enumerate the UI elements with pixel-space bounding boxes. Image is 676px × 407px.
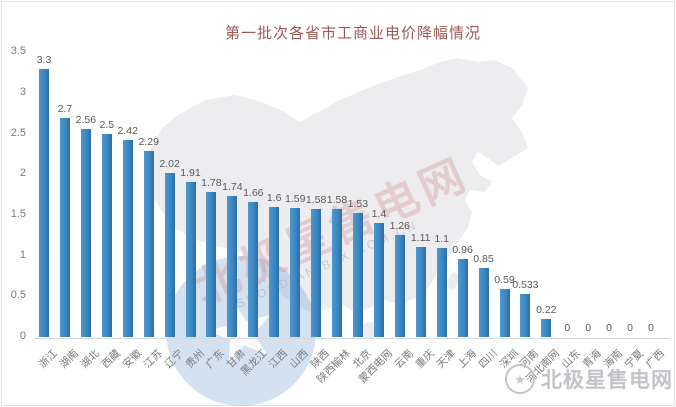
- bar: [101, 133, 112, 338]
- y-axis-label: 1.5: [10, 208, 26, 221]
- bar-value-label: 0.59: [494, 274, 515, 286]
- bar: [206, 192, 217, 337]
- bar: [520, 293, 531, 337]
- bar-value-label: 0.96: [452, 244, 473, 256]
- bar: [248, 202, 259, 337]
- bar-value-label: 1.11: [410, 231, 431, 244]
- bar: [227, 195, 238, 337]
- brand-logo-text: 北极星售电网: [541, 369, 673, 392]
- bar: [290, 207, 301, 337]
- y-axis-label: 3.5: [10, 45, 26, 58]
- bar-value-label: 0: [606, 322, 613, 334]
- bar: [541, 319, 552, 337]
- y-axis-label: 0.5: [10, 289, 26, 302]
- x-axis-label: 四川: [476, 347, 500, 371]
- brand-logo-circle-icon: ★: [505, 364, 535, 394]
- bar-value-label: 1.58: [326, 193, 348, 206]
- bar: [394, 234, 405, 337]
- bar-value-label: 2.29: [138, 135, 159, 148]
- bar: [436, 247, 447, 337]
- bar-value-label: 1.78: [201, 177, 222, 190]
- bar-value-label: 0.85: [473, 252, 494, 265]
- bar-value-label: 0: [564, 322, 571, 334]
- bar: [332, 208, 342, 337]
- bar-value-label: 2.02: [159, 157, 180, 170]
- bar-value-label: 2.5: [99, 118, 115, 131]
- y-axis-label: 2: [19, 167, 26, 180]
- bar: [415, 246, 426, 337]
- bar-value-label: 1.26: [389, 219, 411, 232]
- bar-value-label: 1.53: [347, 197, 369, 210]
- bar-value-label: 0: [585, 322, 592, 334]
- bar-value-label: 2.7: [57, 102, 73, 115]
- bar-value-label: 0: [648, 322, 654, 334]
- bar-value-label: 2.56: [75, 113, 97, 126]
- bar: [59, 117, 70, 337]
- bar-value-label: 1.91: [180, 166, 201, 179]
- bar: [80, 128, 91, 337]
- chart-title: 第一批次各省市工商业电价降幅情况: [224, 25, 481, 42]
- bar-value-label: 1.74: [222, 180, 243, 193]
- bar: [311, 208, 322, 337]
- bar-value-label: 0.533: [512, 278, 539, 291]
- y-axis-label: 2.5: [10, 126, 26, 139]
- x-axis-line: [34, 338, 670, 339]
- brand-logo: ★ 北极星售电网: [505, 364, 673, 394]
- bar-value-label: 1.6: [266, 191, 282, 204]
- bar-value-label: 0.22: [536, 304, 557, 317]
- bar-value-label: 1.66: [243, 187, 264, 199]
- bar: [143, 150, 154, 337]
- bar: [499, 289, 510, 337]
- y-axis-label: 1: [19, 248, 26, 261]
- bar-value-label: 2.42: [117, 125, 138, 138]
- y-axis-label: 3: [19, 86, 26, 99]
- y-axis-label: 0: [19, 330, 26, 342]
- bar-value-label: 1.58: [305, 193, 327, 206]
- bar: [478, 267, 489, 337]
- bar-value-label: 1.1: [434, 232, 449, 245]
- bar-value-label: 0: [627, 322, 633, 334]
- bar-value-label: 1.4: [371, 208, 387, 221]
- brand-star-icon: ★: [514, 371, 526, 387]
- bar: [269, 206, 280, 337]
- bar: [352, 212, 363, 337]
- bar-value-label: 3.3: [36, 53, 52, 66]
- bar: [164, 172, 175, 337]
- bar: [457, 259, 468, 337]
- bar: [373, 223, 384, 337]
- bar: [39, 68, 49, 337]
- bar: [122, 140, 133, 337]
- bar-value-label: 1.59: [284, 192, 306, 205]
- bar: [185, 181, 196, 337]
